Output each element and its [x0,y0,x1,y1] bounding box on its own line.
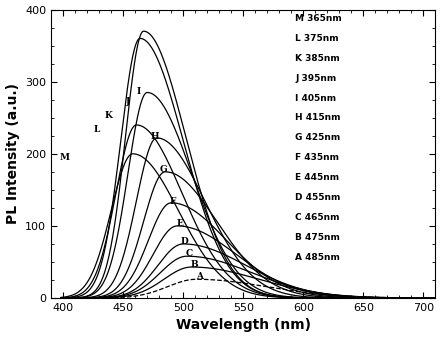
Text: C 465nm: C 465nm [295,213,340,222]
Text: A: A [197,272,204,281]
Text: J 395nm: J 395nm [295,74,336,82]
Text: B: B [190,260,198,269]
Text: K 385nm: K 385nm [295,54,340,63]
Text: M: M [59,153,69,162]
Text: D: D [180,237,188,246]
Text: F: F [169,197,176,206]
Text: A 485nm: A 485nm [295,253,340,262]
Text: C: C [186,249,193,258]
Text: F 435nm: F 435nm [295,153,339,162]
Text: E: E [176,219,183,228]
X-axis label: Wavelength (nm): Wavelength (nm) [176,318,311,333]
Text: L 375nm: L 375nm [295,34,339,43]
Text: G 425nm: G 425nm [295,133,340,142]
Text: J: J [126,97,130,106]
Text: D 455nm: D 455nm [295,193,340,202]
Text: H 415nm: H 415nm [295,114,340,122]
Text: G: G [160,165,168,174]
Text: M 365nm: M 365nm [295,14,342,23]
Text: H: H [150,132,159,141]
Text: K: K [105,111,113,120]
Y-axis label: PL Intensity (a.u.): PL Intensity (a.u.) [6,83,19,224]
Text: B 475nm: B 475nm [295,233,340,242]
Text: I: I [137,87,141,96]
Text: I 405nm: I 405nm [295,94,336,102]
Text: E 445nm: E 445nm [295,173,339,182]
Text: L: L [93,125,100,135]
